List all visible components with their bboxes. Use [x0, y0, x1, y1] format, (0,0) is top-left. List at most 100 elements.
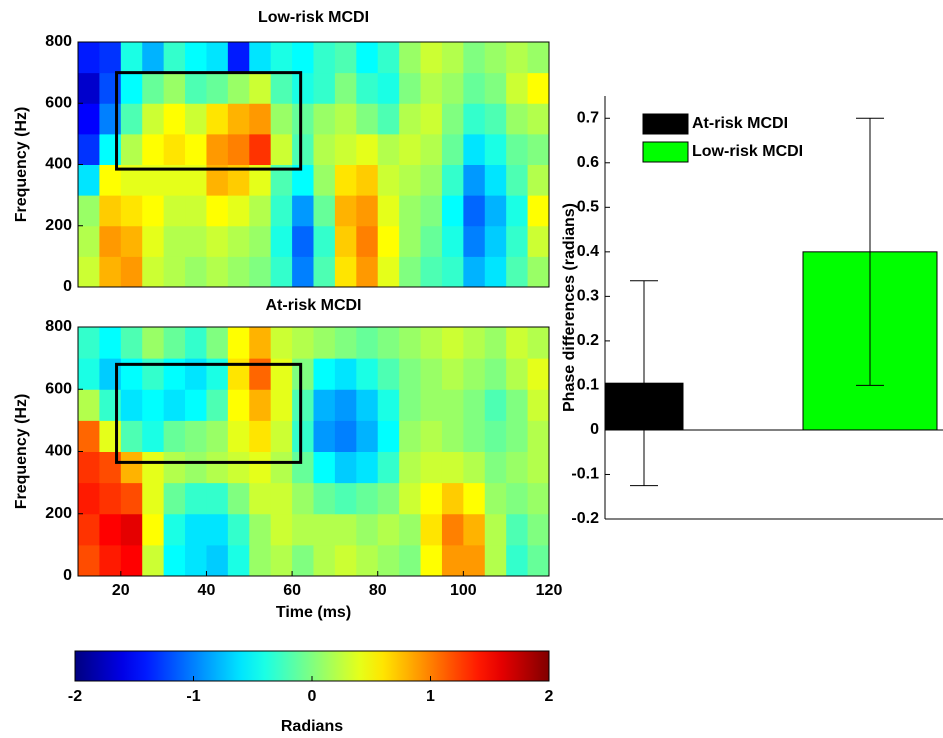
- heatmap-cell: [185, 133, 207, 165]
- heatmap-cell: [377, 420, 400, 452]
- colorbar-tick-label: -2: [68, 688, 82, 705]
- heatmap-cell: [420, 451, 443, 484]
- heatmap-cell: [420, 133, 443, 165]
- heatmap-cell: [506, 72, 529, 104]
- heatmap-cell: [142, 451, 165, 484]
- heatmap-cell: [227, 451, 250, 484]
- heatmap-cell: [99, 225, 122, 257]
- heatmap-cell: [249, 513, 272, 546]
- heatmap-cell: [399, 103, 422, 135]
- heatmap-cell: [377, 482, 400, 515]
- heatmap-cell: [227, 42, 250, 74]
- heatmap-cell: [99, 195, 122, 227]
- heatmap-cell: [206, 358, 229, 390]
- heatmap-cell: [185, 42, 207, 74]
- heatmap-cell: [270, 544, 293, 576]
- heatmap-cell: [227, 103, 250, 135]
- heatmap-cell: [142, 544, 165, 576]
- heatmap-cell: [142, 389, 165, 421]
- heatmap-cell: [120, 256, 143, 287]
- heatmap-cell: [120, 103, 143, 135]
- heatmap-cell: [163, 420, 186, 452]
- heatmap-cell: [399, 133, 422, 165]
- heatmap-cell: [506, 544, 529, 576]
- heatmap-cell: [377, 72, 400, 104]
- heatmap-cell: [399, 358, 422, 390]
- heatmap-cell: [484, 327, 507, 359]
- y-tick-label: 0: [590, 421, 599, 438]
- heatmap-cell: [506, 42, 529, 74]
- panel-title: At-risk MCDI: [265, 297, 361, 314]
- heatmap-cell: [377, 42, 400, 74]
- heatmap-cell: [484, 420, 507, 452]
- heatmap-cell: [377, 195, 400, 227]
- heatmap-cell: [399, 225, 422, 257]
- heatmap-cell: [313, 451, 336, 484]
- heatmap-cell: [78, 358, 100, 390]
- heatmap-cell: [399, 195, 422, 227]
- heatmap-cell: [484, 42, 507, 74]
- x-tick-label: 80: [369, 582, 387, 599]
- heatmap-cell: [441, 103, 464, 135]
- heatmap-cell: [270, 72, 293, 104]
- heatmap-cell: [78, 103, 100, 135]
- heatmap-cell: [420, 544, 443, 576]
- heatmap-cell: [142, 103, 165, 135]
- heatmap-cell: [292, 513, 314, 546]
- y-tick-label: 0.4: [577, 243, 599, 260]
- heatmap-cell: [249, 42, 272, 74]
- x-tick-label: 40: [198, 582, 216, 599]
- heatmap-cell: [206, 482, 229, 515]
- heatmap-cell: [484, 72, 507, 104]
- heatmap-cell: [334, 133, 357, 165]
- heatmap-cell: [484, 513, 507, 546]
- heatmap-cell: [399, 72, 422, 104]
- y-tick-label: 400: [45, 443, 72, 460]
- heatmap-cell: [78, 42, 100, 74]
- heatmap-cell: [292, 256, 314, 287]
- heatmap-cell: [78, 451, 100, 484]
- heatmap-cell: [227, 358, 250, 390]
- heatmap-cell: [506, 133, 529, 165]
- heatmap-cell: [292, 133, 314, 165]
- heatmap-cell: [99, 544, 122, 576]
- heatmap-cell: [270, 225, 293, 257]
- heatmap-cell: [142, 133, 165, 165]
- heatmap-cell: [313, 72, 336, 104]
- heatmap-cell: [78, 389, 100, 421]
- heatmap-cell: [206, 544, 229, 576]
- heatmap-cell: [185, 358, 207, 390]
- heatmap-cell: [441, 544, 464, 576]
- heatmap-cell: [506, 256, 529, 287]
- y-tick-label: -0.1: [571, 466, 599, 483]
- heatmap-cell: [377, 225, 400, 257]
- heatmap-cell: [334, 225, 357, 257]
- heatmap-cell: [399, 513, 422, 546]
- heatmap-cell: [206, 513, 229, 546]
- heatmap-cell: [356, 133, 379, 165]
- heatmap-cell: [270, 327, 293, 359]
- heatmap-cell: [249, 72, 272, 104]
- y-tick-label: 0.5: [577, 199, 599, 216]
- heatmap-cell: [356, 225, 379, 257]
- heatmap-cell: [506, 451, 529, 484]
- y-tick-label: 600: [45, 380, 72, 397]
- colorbar-tick-label: 2: [545, 688, 554, 705]
- heatmap-cell: [120, 420, 143, 452]
- heatmap-cell: [163, 133, 186, 165]
- heatmap-cell: [527, 133, 549, 165]
- colorbar-tick-label: 0: [308, 688, 317, 705]
- heatmap-cell: [356, 513, 379, 546]
- heatmap-cell: [356, 544, 379, 576]
- heatmap-cell: [334, 389, 357, 421]
- heatmap-cell: [78, 420, 100, 452]
- y-tick-label: 0.2: [577, 332, 599, 349]
- heatmap-cell: [227, 256, 250, 287]
- heatmap-cell: [463, 327, 486, 359]
- heatmap-cell: [163, 103, 186, 135]
- heatmap-cell: [142, 358, 165, 390]
- heatmap-cell: [206, 164, 229, 196]
- heatmap-cell: [506, 420, 529, 452]
- colorbar-label: Radians: [281, 718, 343, 735]
- heatmap-cell: [420, 103, 443, 135]
